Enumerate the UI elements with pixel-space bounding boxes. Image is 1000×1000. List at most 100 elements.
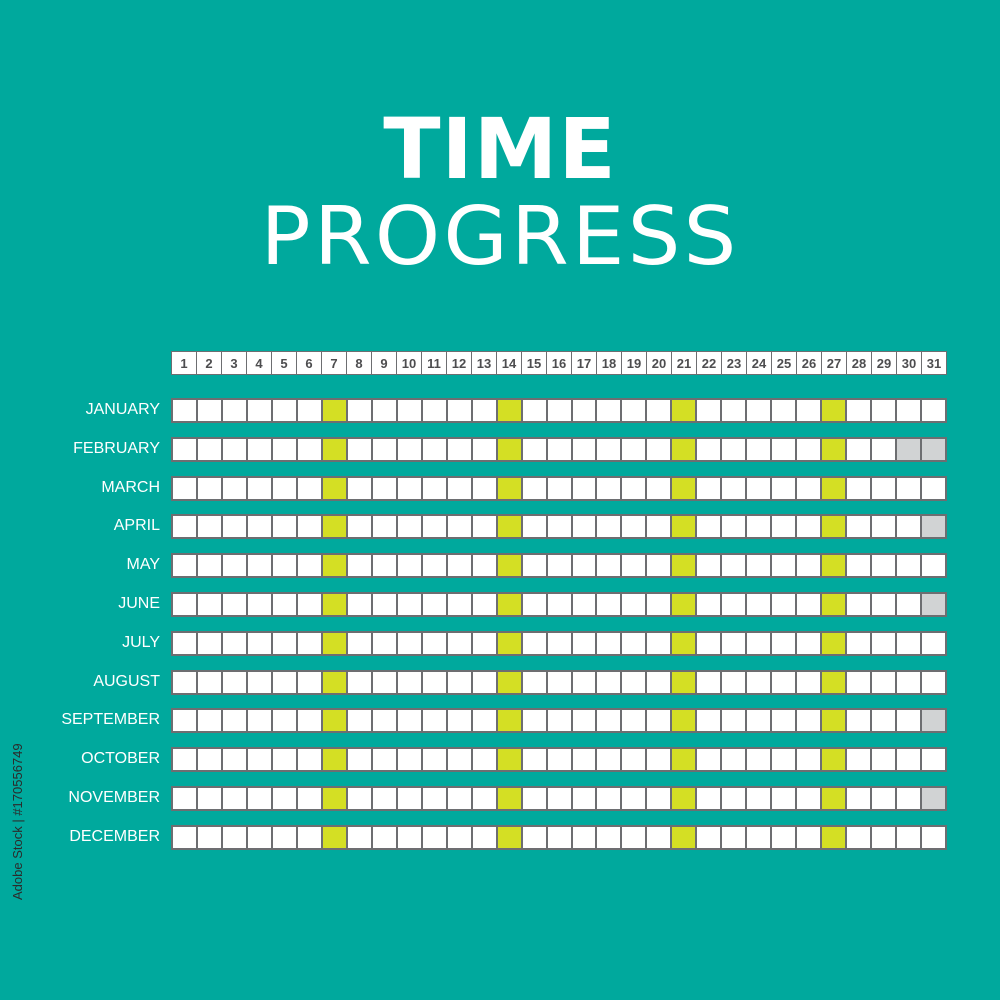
day-cell[interactable] — [797, 788, 821, 809]
day-cell[interactable] — [572, 788, 596, 809]
day-cell[interactable] — [822, 555, 846, 576]
day-cell[interactable] — [322, 516, 346, 537]
day-cell[interactable] — [472, 672, 496, 693]
day-cell[interactable] — [297, 749, 321, 770]
day-cell[interactable] — [247, 439, 271, 460]
day-cell[interactable] — [372, 788, 396, 809]
day-cell[interactable] — [197, 827, 221, 848]
day-cell[interactable] — [697, 594, 721, 615]
day-cell[interactable] — [272, 439, 296, 460]
day-cell[interactable] — [522, 594, 546, 615]
day-cell[interactable] — [697, 516, 721, 537]
day-cell[interactable] — [322, 594, 346, 615]
day-cell[interactable] — [747, 710, 771, 731]
day-cell[interactable] — [447, 555, 471, 576]
day-cell[interactable] — [222, 633, 246, 654]
day-cell[interactable] — [422, 788, 446, 809]
day-cell[interactable] — [297, 788, 321, 809]
day-cell[interactable] — [797, 478, 821, 499]
day-cell[interactable] — [347, 594, 371, 615]
day-cell[interactable] — [597, 555, 621, 576]
day-cell[interactable] — [347, 555, 371, 576]
day-cell[interactable] — [322, 788, 346, 809]
day-cell[interactable] — [347, 516, 371, 537]
day-cell[interactable] — [222, 400, 246, 421]
day-cell[interactable] — [347, 788, 371, 809]
day-cell[interactable] — [597, 749, 621, 770]
day-cell[interactable] — [872, 516, 896, 537]
day-cell[interactable] — [922, 516, 946, 537]
day-cell[interactable] — [622, 749, 646, 770]
day-cell[interactable] — [497, 788, 521, 809]
day-cell[interactable] — [822, 827, 846, 848]
day-cell[interactable] — [173, 478, 196, 499]
day-cell[interactable] — [272, 672, 296, 693]
day-cell[interactable] — [322, 749, 346, 770]
day-cell[interactable] — [847, 516, 871, 537]
day-cell[interactable] — [672, 749, 696, 770]
day-cell[interactable] — [322, 439, 346, 460]
day-cell[interactable] — [547, 594, 571, 615]
day-cell[interactable] — [872, 788, 896, 809]
day-cell[interactable] — [272, 827, 296, 848]
day-cell[interactable] — [422, 555, 446, 576]
day-cell[interactable] — [922, 633, 946, 654]
day-cell[interactable] — [622, 710, 646, 731]
day-cell[interactable] — [272, 400, 296, 421]
day-cell[interactable] — [772, 788, 796, 809]
day-cell[interactable] — [722, 633, 746, 654]
day-cell[interactable] — [173, 633, 196, 654]
day-cell[interactable] — [747, 749, 771, 770]
day-cell[interactable] — [622, 672, 646, 693]
day-cell[interactable] — [247, 710, 271, 731]
day-cell[interactable] — [847, 478, 871, 499]
day-cell[interactable] — [922, 439, 946, 460]
day-cell[interactable] — [347, 672, 371, 693]
day-cell[interactable] — [722, 749, 746, 770]
day-cell[interactable] — [897, 672, 921, 693]
day-cell[interactable] — [547, 516, 571, 537]
day-cell[interactable] — [747, 594, 771, 615]
day-cell[interactable] — [547, 827, 571, 848]
day-cell[interactable] — [222, 749, 246, 770]
day-cell[interactable] — [797, 749, 821, 770]
day-cell[interactable] — [822, 710, 846, 731]
day-cell[interactable] — [497, 516, 521, 537]
day-cell[interactable] — [772, 439, 796, 460]
day-cell[interactable] — [822, 400, 846, 421]
day-cell[interactable] — [222, 594, 246, 615]
day-cell[interactable] — [847, 827, 871, 848]
day-cell[interactable] — [797, 400, 821, 421]
day-cell[interactable] — [747, 516, 771, 537]
day-cell[interactable] — [672, 710, 696, 731]
day-cell[interactable] — [297, 516, 321, 537]
day-cell[interactable] — [222, 439, 246, 460]
day-cell[interactable] — [197, 633, 221, 654]
day-cell[interactable] — [922, 478, 946, 499]
day-cell[interactable] — [772, 710, 796, 731]
day-cell[interactable] — [197, 516, 221, 537]
day-cell[interactable] — [747, 555, 771, 576]
day-cell[interactable] — [672, 478, 696, 499]
day-cell[interactable] — [572, 672, 596, 693]
day-cell[interactable] — [422, 400, 446, 421]
day-cell[interactable] — [722, 555, 746, 576]
day-cell[interactable] — [597, 633, 621, 654]
day-cell[interactable] — [347, 439, 371, 460]
day-cell[interactable] — [547, 749, 571, 770]
day-cell[interactable] — [622, 516, 646, 537]
day-cell[interactable] — [597, 710, 621, 731]
day-cell[interactable] — [372, 555, 396, 576]
day-cell[interactable] — [872, 827, 896, 848]
day-cell[interactable] — [922, 710, 946, 731]
day-cell[interactable] — [497, 555, 521, 576]
day-cell[interactable] — [472, 633, 496, 654]
day-cell[interactable] — [222, 478, 246, 499]
day-cell[interactable] — [647, 749, 671, 770]
day-cell[interactable] — [622, 400, 646, 421]
day-cell[interactable] — [572, 594, 596, 615]
day-cell[interactable] — [822, 516, 846, 537]
day-cell[interactable] — [872, 594, 896, 615]
day-cell[interactable] — [672, 633, 696, 654]
day-cell[interactable] — [647, 710, 671, 731]
